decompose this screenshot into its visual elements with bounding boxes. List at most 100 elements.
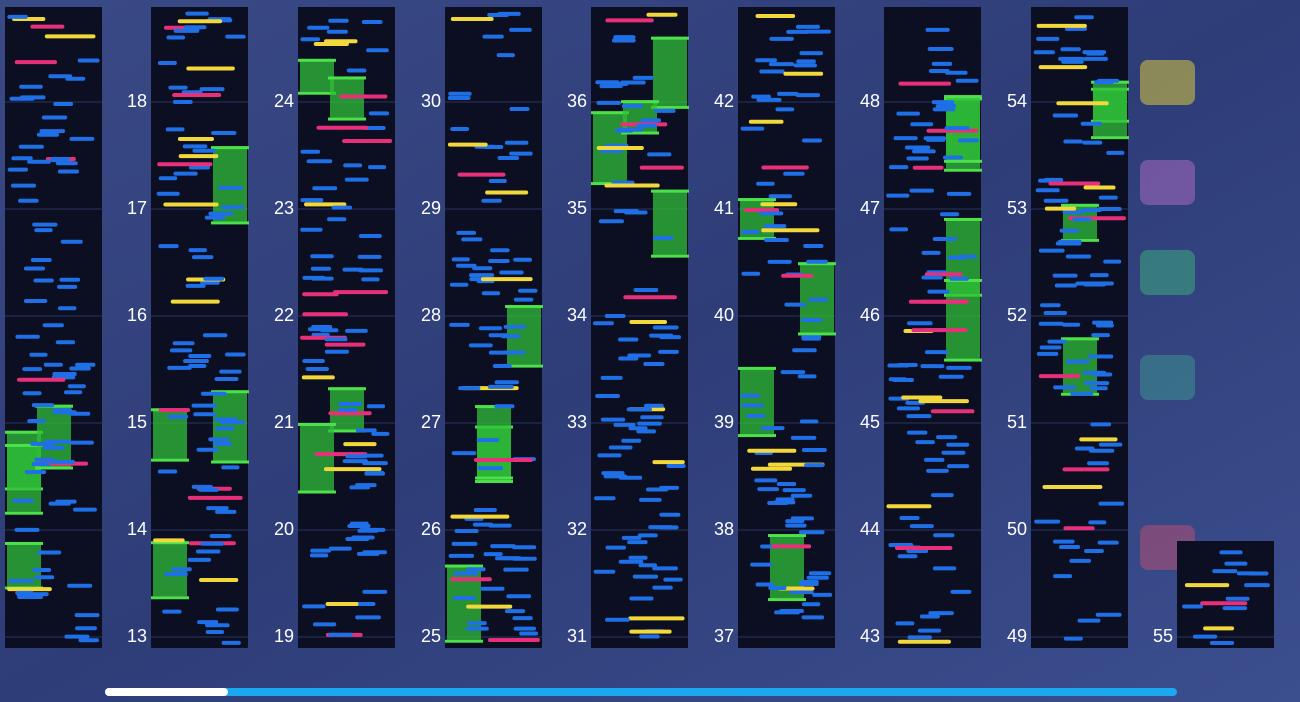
measure-number: 17 <box>127 198 147 218</box>
tap-note <box>899 515 920 520</box>
tap-note <box>1089 448 1115 453</box>
tap-note <box>74 613 100 618</box>
tap-note <box>344 177 369 182</box>
tap-note <box>355 428 377 433</box>
tap-note <box>451 451 477 456</box>
tap-note <box>639 497 662 502</box>
tap-note <box>24 470 47 475</box>
tap-note <box>801 602 821 607</box>
hold-cap <box>621 100 659 104</box>
tap-note <box>33 278 54 283</box>
tap-note <box>503 567 529 572</box>
tap-note <box>919 299 968 304</box>
measure-number: 52 <box>1007 305 1027 325</box>
tap-note <box>1082 370 1106 375</box>
tap-note <box>941 450 966 455</box>
tap-note <box>1063 139 1083 144</box>
tap-note <box>447 95 471 100</box>
hold-cap <box>1061 203 1099 207</box>
tap-note <box>923 136 947 141</box>
measure-number: 27 <box>421 412 441 432</box>
tap-note <box>812 592 833 597</box>
hold-note <box>300 422 334 491</box>
tap-note <box>362 461 388 466</box>
hold-cap <box>475 476 513 480</box>
tap-note <box>639 634 660 639</box>
tap-note <box>909 524 934 529</box>
tap-note <box>601 471 625 476</box>
tap-note <box>1094 80 1114 85</box>
tap-note <box>452 596 476 601</box>
measure-number: 45 <box>860 412 880 432</box>
tap-note <box>449 282 469 287</box>
hold-cap <box>768 598 806 602</box>
tap-note <box>808 571 832 576</box>
tap-note <box>919 614 940 619</box>
tap-note <box>946 191 972 196</box>
tap-note <box>637 533 658 538</box>
tap-note <box>221 640 241 645</box>
hold-cap <box>211 146 249 150</box>
hold-cap <box>798 262 836 266</box>
tap-note <box>69 366 91 371</box>
columns: 13 14 15 16 17 18 19 20 21 22 23 24 25 26 27 28 29 30 31 32… <box>5 7 1274 648</box>
tap-note <box>1069 558 1092 563</box>
tap-note <box>187 557 212 562</box>
blurred-icon <box>1140 60 1195 105</box>
tap-note <box>200 541 224 546</box>
tap-note <box>75 362 96 367</box>
tap-note <box>357 268 383 273</box>
hold-cap <box>151 596 189 600</box>
tap-note <box>1224 561 1248 566</box>
tap-note <box>756 97 782 102</box>
tap-note <box>450 17 494 22</box>
tap-note <box>613 422 636 427</box>
measure-number: 25 <box>421 626 441 646</box>
tap-note <box>611 38 636 43</box>
tap-note <box>304 202 347 207</box>
tap-note <box>1062 322 1081 327</box>
tap-note <box>200 280 220 285</box>
tap-note <box>466 604 513 609</box>
tap-note <box>663 577 683 582</box>
tap-note <box>477 466 503 471</box>
tap-note <box>494 404 515 409</box>
tap-note <box>368 165 387 170</box>
measure-number: 44 <box>860 519 880 539</box>
tap-note <box>801 615 825 620</box>
tap-note <box>171 567 192 572</box>
hold-cap <box>328 387 366 391</box>
tap-note <box>183 25 207 30</box>
tap-note <box>468 343 493 348</box>
measure-number: 23 <box>274 198 294 218</box>
tap-note <box>448 91 472 96</box>
tap-note <box>659 335 681 340</box>
tap-note <box>205 629 225 634</box>
tap-note <box>799 51 824 56</box>
tap-note <box>1080 208 1102 213</box>
tap-note <box>621 535 642 540</box>
tap-note <box>1053 385 1077 390</box>
tap-note <box>932 566 957 571</box>
tap-note <box>302 359 325 364</box>
tap-note <box>947 464 970 469</box>
tap-note <box>946 442 970 447</box>
tap-note <box>328 632 353 637</box>
tap-note <box>55 161 78 166</box>
tap-note <box>158 176 178 181</box>
tap-note <box>1103 259 1122 264</box>
tap-note <box>924 272 963 277</box>
tap-note <box>935 104 957 109</box>
tap-note <box>931 61 953 66</box>
tap-note <box>34 575 55 580</box>
tap-note <box>595 394 620 399</box>
tap-note <box>167 414 189 419</box>
tap-note <box>799 419 819 424</box>
tap-note <box>629 629 672 634</box>
tap-note <box>22 367 43 372</box>
tap-note <box>27 418 46 423</box>
tap-note <box>31 462 51 467</box>
tap-note <box>153 538 185 543</box>
tap-note <box>53 102 74 107</box>
tap-note <box>784 302 807 307</box>
